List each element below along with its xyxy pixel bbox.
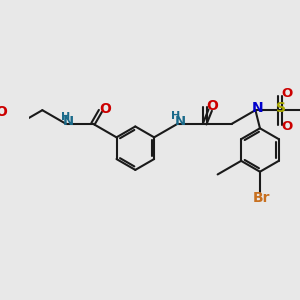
Text: N: N [175,116,186,128]
Text: O: O [281,87,293,101]
Text: H: H [61,112,70,122]
Text: N: N [251,101,263,116]
Text: O: O [281,120,293,133]
Text: S: S [276,101,286,116]
Text: N: N [63,116,74,128]
Text: Br: Br [253,191,271,206]
Text: H: H [171,111,180,121]
Text: O: O [0,105,7,119]
Text: O: O [206,99,218,113]
Text: O: O [99,102,111,116]
